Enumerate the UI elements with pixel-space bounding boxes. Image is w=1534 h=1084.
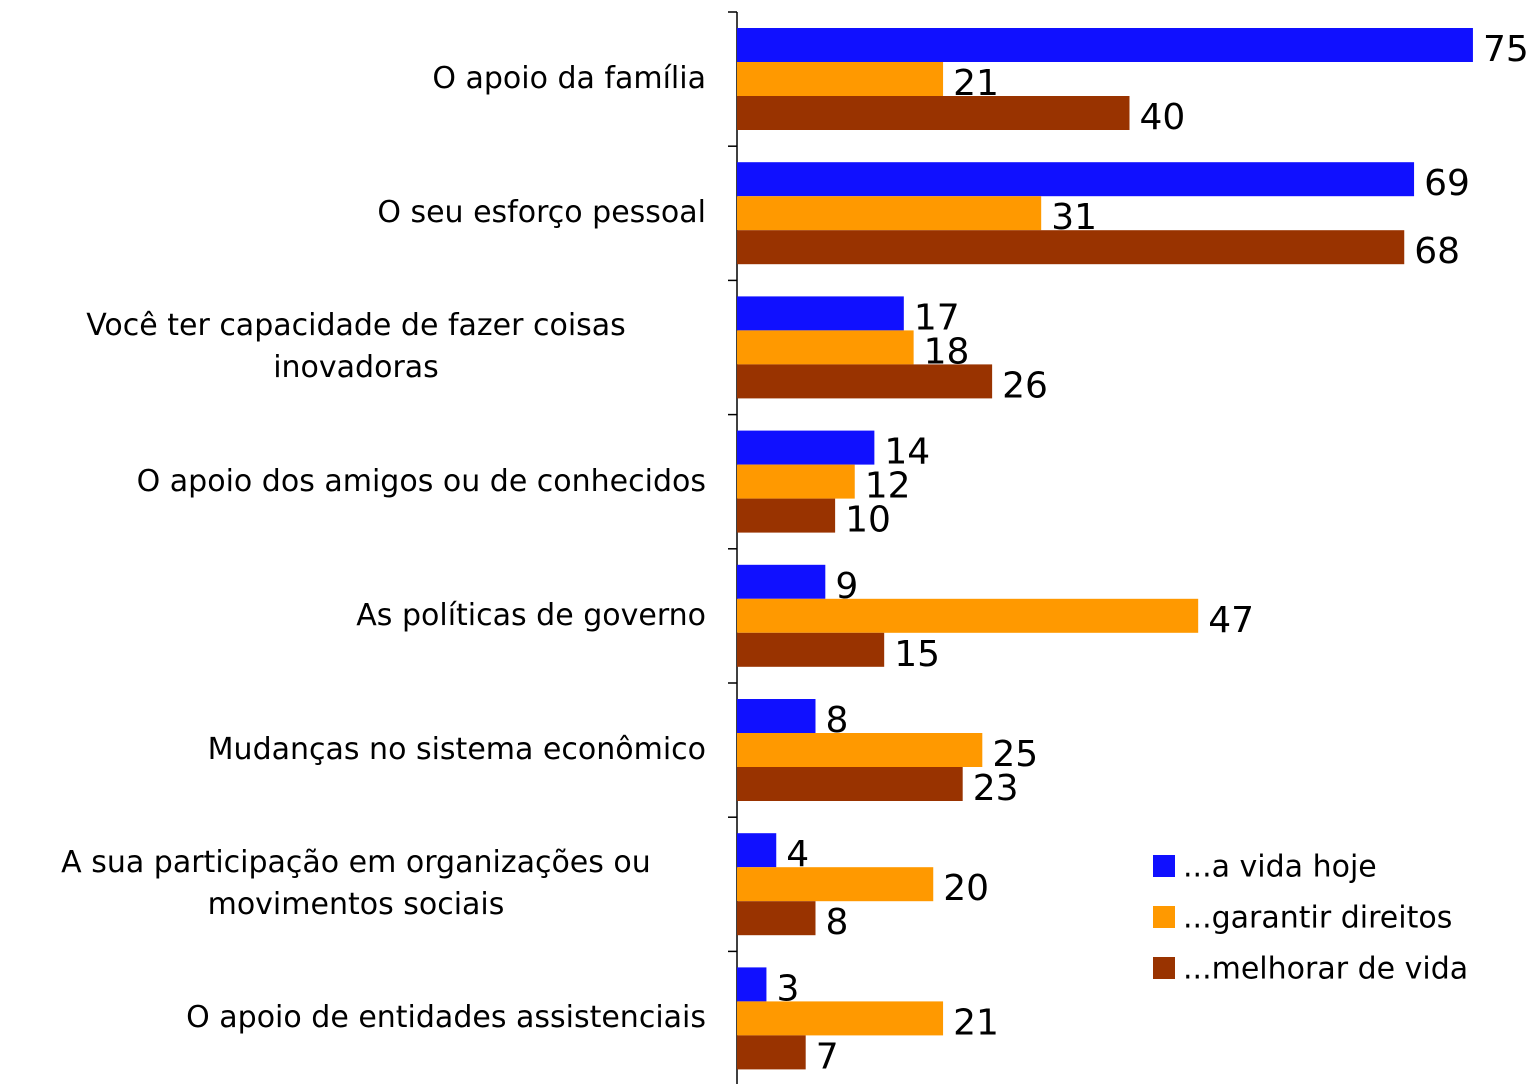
bar xyxy=(737,564,826,599)
value-label: 25 xyxy=(992,734,1038,775)
value-label: 20 xyxy=(943,868,989,909)
legend-swatch xyxy=(1153,906,1175,928)
value-label: 23 xyxy=(973,768,1019,809)
bar xyxy=(737,967,767,1002)
bar xyxy=(737,430,875,465)
category-label: O apoio da família xyxy=(6,28,706,130)
value-label: 17 xyxy=(914,297,960,338)
bar xyxy=(737,699,816,733)
bar xyxy=(737,867,934,902)
bar xyxy=(737,96,1130,130)
bar xyxy=(737,598,1199,633)
value-label: 4 xyxy=(786,834,809,875)
value-label: 15 xyxy=(894,634,940,675)
category-text: As políticas de governo xyxy=(356,597,706,633)
bar xyxy=(737,62,944,96)
bar xyxy=(737,330,914,365)
legend-swatch xyxy=(1153,855,1175,877)
category-text: O apoio de entidades assistenciais xyxy=(186,1000,706,1036)
legend-label: ...garantir direitos xyxy=(1183,901,1452,936)
bar xyxy=(737,767,963,801)
bar xyxy=(737,498,836,533)
value-label: 9 xyxy=(835,566,858,607)
category-text: O apoio da família xyxy=(432,61,706,96)
value-label: 8 xyxy=(826,700,849,741)
value-label: 75 xyxy=(1483,29,1529,70)
bar xyxy=(737,296,904,331)
bar xyxy=(737,230,1405,265)
category-label: Mudanças no sistema econômico xyxy=(6,699,706,801)
bar xyxy=(737,1035,806,1070)
category-text: O seu esforço pessoal xyxy=(377,195,706,231)
bar xyxy=(737,196,1042,231)
bar xyxy=(737,833,777,868)
category-text: O apoio dos amigos ou de conhecidos xyxy=(136,463,706,499)
legend-label: ...a vida hoje xyxy=(1183,850,1377,885)
value-label: 40 xyxy=(1140,97,1186,138)
value-label: 8 xyxy=(826,902,849,943)
value-label: 47 xyxy=(1208,600,1254,641)
category-label: As políticas de governo xyxy=(6,565,706,667)
value-label: 7 xyxy=(816,1036,839,1077)
category-label: O seu esforço pessoal xyxy=(6,162,706,264)
category-label: O apoio dos amigos ou de conhecidos xyxy=(6,431,706,533)
category-label: O apoio de entidades assistenciais xyxy=(6,967,706,1069)
value-label: 26 xyxy=(1002,365,1048,406)
category-text: Mudanças no sistema econômico xyxy=(207,732,706,767)
bar xyxy=(737,632,885,667)
bar xyxy=(737,364,993,399)
bar xyxy=(737,162,1415,197)
bar xyxy=(737,733,983,767)
legend-swatch xyxy=(1153,957,1175,979)
value-label: 21 xyxy=(953,1002,999,1043)
category-text: A sua participação em organizações ou mo… xyxy=(61,845,651,923)
value-label: 14 xyxy=(884,432,930,473)
value-label: 3 xyxy=(776,968,799,1009)
category-text: Você ter capacidade de fazer coisas inov… xyxy=(86,308,626,386)
legend-label: ...melhorar de vida xyxy=(1183,952,1468,987)
bar xyxy=(737,464,855,499)
value-label: 68 xyxy=(1414,231,1460,272)
bar xyxy=(737,901,816,936)
value-label: 12 xyxy=(865,466,911,507)
bar xyxy=(737,1001,944,1036)
bar xyxy=(737,28,1473,62)
value-label: 69 xyxy=(1424,163,1470,204)
category-label: A sua participação em organizações ou mo… xyxy=(6,833,706,935)
value-label: 10 xyxy=(845,500,891,541)
category-label: Você ter capacidade de fazer coisas inov… xyxy=(6,296,706,398)
